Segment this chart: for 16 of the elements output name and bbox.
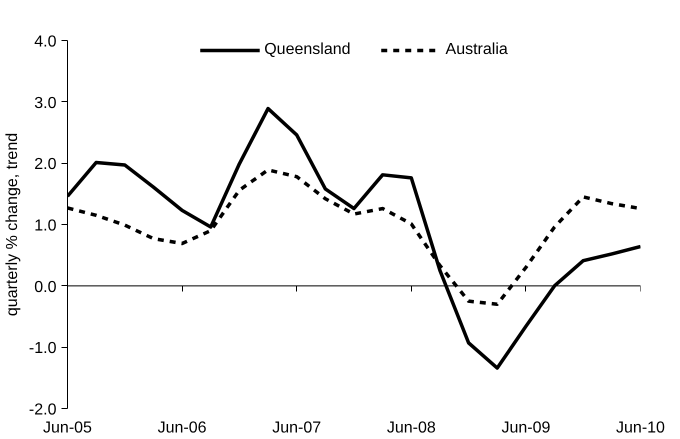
y-tick-label: 0.0 [34, 278, 57, 296]
y-axis-title: quarterly % change, trend [4, 132, 21, 316]
legend-label: Australia [446, 41, 508, 59]
x-tick-label: Jun-06 [158, 420, 207, 436]
y-tick-label: 1.0 [34, 218, 57, 234]
legend-label: Queensland [264, 41, 351, 59]
y-tick-label: 4.0 [34, 34, 57, 50]
x-tick-label: Jun-05 [43, 420, 92, 436]
x-tick-label: Jun-08 [386, 420, 436, 436]
y-tick-label: -2.0 [28, 402, 57, 418]
y-tick-label: 3.0 [34, 94, 57, 112]
x-tick-label: Jun-07 [272, 420, 322, 436]
x-tick-label: Jun-10 [616, 420, 666, 436]
y-tick-label: 2.0 [34, 156, 57, 174]
x-tick-label: Jun-09 [501, 420, 550, 436]
y-tick-label: -1.0 [28, 340, 57, 358]
